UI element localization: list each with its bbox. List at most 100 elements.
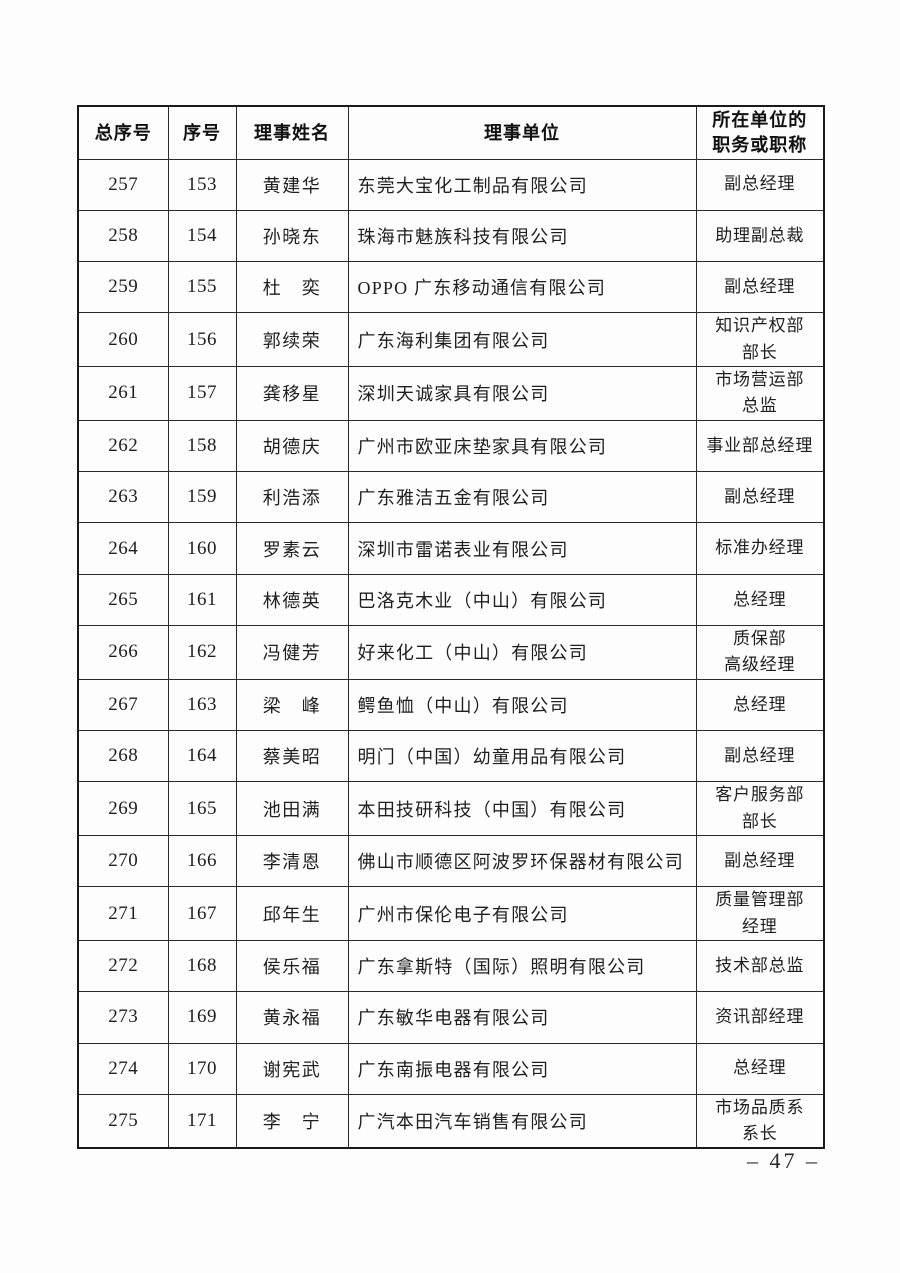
cell-name: 孙晓东: [235, 209, 349, 263]
cell-name: 李 宁: [235, 1093, 349, 1149]
cell-unit: 珠海市魅族科技有限公司: [347, 209, 697, 263]
cell-total-no: 263: [77, 471, 169, 524]
cell-name: 蔡美昭: [235, 729, 349, 783]
cell-total-no: 266: [77, 624, 169, 680]
header-row: 总序号 序号 理事姓名 理事单位 所在单位的 职务或职称: [77, 105, 825, 160]
cell-unit: 广东拿斯特（国际）照明有限公司: [347, 939, 697, 993]
cell-total-no: 272: [77, 939, 169, 993]
table-row: 271 167 邱年生 广州市保伦电子有限公司 质量管理部 经理: [77, 886, 825, 941]
cell-no: 169: [167, 991, 237, 1044]
page-number: – 47 –: [747, 1148, 820, 1173]
cell-position: 总经理: [695, 1042, 825, 1095]
cell-unit: 广东海利集团有限公司: [347, 312, 697, 368]
cell-no: 159: [167, 471, 237, 524]
cell-total-no: 261: [77, 366, 169, 421]
cell-name: 郭续荣: [235, 312, 349, 368]
cell-position: 质保部 高级经理: [695, 624, 825, 680]
table-row: 263 159 利浩添 广东雅洁五金有限公司 副总经理: [77, 471, 825, 524]
cell-unit: 广东雅洁五金有限公司: [347, 471, 697, 524]
cell-position: 总经理: [695, 573, 825, 626]
table-row: 257 153 黄建华 东莞大宝化工制品有限公司 副总经理: [77, 158, 825, 211]
table-row: 273 169 黄永福 广东敏华电器有限公司 资讯部经理: [77, 991, 825, 1044]
cell-unit: 鳄鱼恤（中山）有限公司: [347, 678, 697, 731]
cell-position: 技术部总监: [695, 939, 825, 993]
table-row: 265 161 林德英 巴洛克木业（中山）有限公司 总经理: [77, 573, 825, 626]
cell-no: 166: [167, 834, 237, 888]
cell-total-no: 268: [77, 729, 169, 783]
cell-total-no: 270: [77, 834, 169, 888]
cell-unit: 本田技研科技（中国）有限公司: [347, 781, 697, 836]
cell-no: 164: [167, 729, 237, 783]
cell-name: 李清恩: [235, 834, 349, 888]
table-row: 269 165 池田满 本田技研科技（中国）有限公司 客户服务部 部长: [77, 781, 825, 836]
cell-name: 罗素云: [235, 522, 349, 575]
cell-name: 冯健芳: [235, 624, 349, 680]
cell-position: 市场营运部 总监: [695, 366, 825, 421]
cell-no: 161: [167, 573, 237, 626]
cell-name: 邱年生: [235, 886, 349, 941]
cell-no: 154: [167, 209, 237, 263]
cell-unit: 佛山市顺德区阿波罗环保器材有限公司: [347, 834, 697, 888]
cell-no: 162: [167, 624, 237, 680]
cell-position: 资讯部经理: [695, 991, 825, 1044]
col-header-position: 所在单位的 职务或职称: [695, 105, 825, 160]
col-header-unit: 理事单位: [347, 105, 697, 160]
cell-position: 市场品质系 系长: [695, 1093, 825, 1149]
cell-unit: 广汽本田汽车销售有限公司: [347, 1093, 697, 1149]
table-body: 257 153 黄建华 东莞大宝化工制品有限公司 副总经理 258 154 孙晓东 珠海市魅族科…: [77, 158, 825, 1149]
cell-position: 事业部总经理: [695, 419, 825, 473]
cell-name: 黄建华: [235, 158, 349, 211]
table-row: 268 164 蔡美昭 明门（中国）幼童用品有限公司 副总经理: [77, 729, 825, 783]
cell-total-no: 275: [77, 1093, 169, 1149]
cell-position: 副总经理: [695, 834, 825, 888]
cell-no: 170: [167, 1042, 237, 1095]
col-header-name: 理事姓名: [235, 105, 349, 160]
cell-unit: 深圳天诚家具有限公司: [347, 366, 697, 421]
cell-name: 胡德庆: [235, 419, 349, 473]
cell-name: 黄永福: [235, 991, 349, 1044]
table-row: 267 163 梁 峰鳄鱼恤（中山）有限公司 总经理: [77, 678, 825, 731]
table-row: 266 162 冯健芳 好来化工（中山）有限公司 质保部 高级经理: [77, 624, 825, 680]
cell-name: 林德英: [235, 573, 349, 626]
cell-position: 客户服务部 部长: [695, 781, 825, 836]
cell-name: 利浩添: [235, 471, 349, 524]
cell-position: 助理副总裁: [695, 209, 825, 263]
cell-name: 池田满: [235, 781, 349, 836]
table-row: 275 171 李 宁广汽本田汽车销售有限公司 市场品质系 系长: [77, 1093, 825, 1149]
cell-position: 副总经理: [695, 729, 825, 783]
cell-position: 副总经理: [695, 261, 825, 314]
cell-total-no: 269: [77, 781, 169, 836]
cell-position: 知识产权部 部长: [695, 312, 825, 368]
cell-unit: 好来化工（中山）有限公司: [347, 624, 697, 680]
cell-unit: 广东敏华电器有限公司: [347, 991, 697, 1044]
col-header-no: 序号: [167, 105, 237, 160]
cell-position: 副总经理: [695, 471, 825, 524]
cell-position: 标准办经理: [695, 522, 825, 575]
cell-no: 157: [167, 366, 237, 421]
cell-unit: 东莞大宝化工制品有限公司: [347, 158, 697, 211]
cell-unit: 明门（中国）幼童用品有限公司: [347, 729, 697, 783]
cell-position: 质量管理部 经理: [695, 886, 825, 941]
col-header-total-no: 总序号: [77, 105, 169, 160]
cell-name: 杜 奕: [235, 261, 349, 314]
cell-unit: 深圳市雷诺表业有限公司: [347, 522, 697, 575]
cell-unit: 广东南振电器有限公司: [347, 1042, 697, 1095]
roster-table: 总序号 序号 理事姓名 理事单位 所在单位的 职务或职称 257 153 黄建华 东莞…: [77, 105, 825, 1150]
cell-position: 总经理: [695, 678, 825, 731]
table-row: 272 168 侯乐福 广东拿斯特（国际）照明有限公司 技术部总监: [77, 939, 825, 993]
cell-no: 153: [167, 158, 237, 211]
table-row: 261 157 龚移星 深圳天诚家具有限公司 市场营运部 总监: [77, 366, 825, 421]
cell-unit: 广州市欧亚床垫家具有限公司: [347, 419, 697, 473]
cell-no: 156: [167, 312, 237, 368]
cell-total-no: 264: [77, 522, 169, 575]
cell-total-no: 267: [77, 678, 169, 731]
cell-name: 谢宪武: [235, 1042, 349, 1095]
cell-total-no: 262: [77, 419, 169, 473]
cell-unit: 巴洛克木业（中山）有限公司: [347, 573, 697, 626]
cell-total-no: 274: [77, 1042, 169, 1095]
table-row: 259 155 杜 奕 OPPO 广东移动通信有限公司 副总经理: [77, 261, 825, 314]
cell-no: 163: [167, 678, 237, 731]
cell-unit: 广州市保伦电子有限公司: [347, 886, 697, 941]
cell-unit: OPPO 广东移动通信有限公司: [347, 261, 697, 314]
